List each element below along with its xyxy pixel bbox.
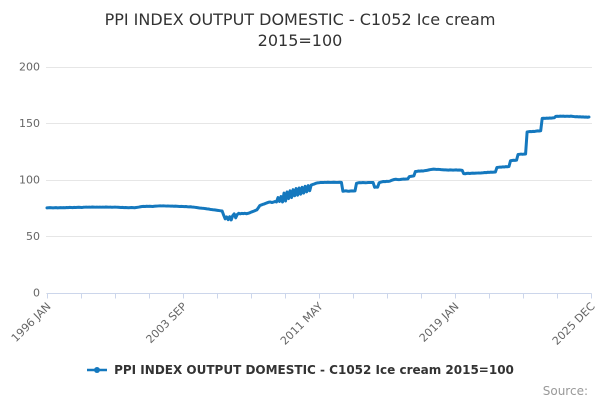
legend-item[interactable]: PPI INDEX OUTPUT DOMESTIC - C1052 Ice cr… [86, 363, 514, 377]
x-axis-label: 2025 DEC [550, 300, 598, 348]
source-label: Source: [542, 384, 588, 398]
x-axis-label: 1996 JAN [9, 300, 54, 345]
series-line[interactable] [45, 114, 591, 222]
y-axis-label: 50 [26, 230, 40, 243]
chart-title-line1: PPI INDEX OUTPUT DOMESTIC - C1052 Ice cr… [104, 10, 496, 29]
x-axis-label: 2003 SEP [144, 300, 190, 346]
line-with-dot-icon [87, 367, 108, 373]
x-axis-label: 2011 MAY [278, 300, 326, 348]
chart-title-line2: 2015=100 [257, 31, 343, 50]
y-axis-label: 200 [19, 61, 40, 74]
y-axis-label: 150 [19, 117, 40, 130]
legend: PPI INDEX OUTPUT DOMESTIC - C1052 Ice cr… [0, 360, 600, 380]
y-axis-label: 0 [33, 287, 40, 300]
x-axis-label: 2019 JAN [417, 300, 462, 345]
chart-title: PPI INDEX OUTPUT DOMESTIC - C1052 Ice cr… [0, 9, 600, 51]
legend-label: PPI INDEX OUTPUT DOMESTIC - C1052 Ice cr… [114, 363, 514, 377]
y-axis-label: 100 [19, 174, 40, 187]
